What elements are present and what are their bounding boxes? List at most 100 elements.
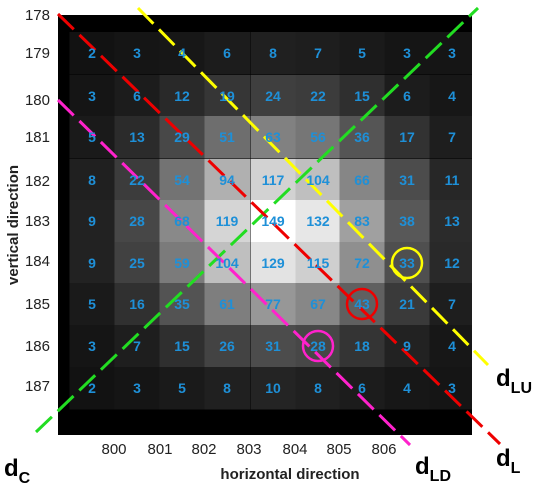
cell-value: 4: [178, 45, 186, 61]
cell-value: 54: [174, 172, 190, 188]
cell-value: 6: [403, 88, 411, 104]
y-tick-label: 182: [25, 173, 50, 190]
x-tick-label: 805: [326, 441, 351, 458]
heatmap-cell: [339, 116, 385, 159]
cell-value: 3: [403, 45, 411, 61]
x-tick-label: 803: [236, 441, 261, 458]
heatmap-cell: [69, 75, 115, 118]
cell-value: 3: [448, 45, 456, 61]
x-tick-label: 806: [371, 441, 396, 458]
heatmap-cell: [69, 283, 115, 326]
heatmap-cell: [295, 159, 341, 202]
cell-value: 129: [261, 255, 285, 271]
cell-value: 5: [178, 380, 186, 396]
x-tick-label: 804: [282, 441, 307, 458]
heatmap-cell: [384, 367, 430, 410]
heatmap-cell: [250, 116, 296, 159]
highlight-circle: [301, 329, 335, 363]
heatmap-cell: [384, 200, 430, 243]
heatmap-cell: [295, 367, 341, 410]
cell-value: 28: [310, 338, 326, 354]
cell-value: 28: [129, 213, 145, 229]
line-label-dLD: dLD: [415, 453, 451, 485]
heatmap-cell: [114, 75, 160, 118]
heatmap-cell: [429, 283, 472, 326]
heatmap-cell: [250, 367, 296, 410]
heatmap-cell: [204, 32, 250, 75]
cell-value: 25: [129, 255, 145, 271]
cell-value: 17: [399, 129, 415, 145]
heatmap-cell: [384, 32, 430, 75]
y-tick-label: 187: [25, 378, 50, 395]
cell-value: 22: [129, 172, 145, 188]
cell-value: 63: [265, 129, 281, 145]
heatmap-cell: [114, 116, 160, 159]
diagonal-line-dLU: [136, 6, 490, 367]
heatmap-cell: [384, 159, 430, 202]
cell-value: 7: [314, 45, 322, 61]
heatmap-cell: [384, 116, 430, 159]
cell-value: 33: [399, 255, 415, 271]
cell-value: 4: [448, 88, 456, 104]
cell-value: 2: [88, 45, 96, 61]
y-tick-label: 186: [25, 338, 50, 355]
diagonal-line-dLD: [56, 98, 412, 447]
cell-value: 13: [444, 213, 460, 229]
cell-value: 149: [261, 213, 285, 229]
y-tick-label: 184: [25, 253, 50, 270]
cell-value: 18: [354, 338, 370, 354]
heatmap-cell: [114, 325, 160, 368]
cell-value: 5: [88, 296, 96, 312]
cell-value: 8: [269, 45, 277, 61]
y-tick-label: 179: [25, 45, 50, 62]
heatmap-cell: [114, 242, 160, 285]
x-tick-label: 802: [191, 441, 216, 458]
line-label-dC: dC: [4, 455, 31, 487]
cell-value: 66: [354, 172, 370, 188]
heatmap-cell: [250, 159, 296, 202]
cell-value: 8: [223, 380, 231, 396]
svg-text:dLU: dLU: [496, 365, 532, 397]
diagonal-line-dC: [34, 6, 480, 434]
heatmap-cell: [69, 159, 115, 202]
heatmap-cell: [69, 200, 115, 243]
heatmap-cell: [295, 242, 341, 285]
cell-value: 77: [265, 296, 281, 312]
heatmap-cell: [429, 200, 472, 243]
heatmap-cell: [384, 75, 430, 118]
heatmap-cell: [429, 242, 472, 285]
x-tick-label: 800: [101, 441, 126, 458]
cell-value: 3: [88, 338, 96, 354]
cell-value: 16: [129, 296, 145, 312]
cell-value: 11: [445, 172, 460, 188]
cell-value: 6: [358, 380, 366, 396]
x-tick-label: 801: [147, 441, 172, 458]
heatmap-cell: [114, 200, 160, 243]
cell-value: 8: [314, 380, 322, 396]
cell-value: 4: [403, 380, 411, 396]
y-tick-label: 185: [25, 296, 50, 313]
cell-value: 6: [133, 88, 141, 104]
cell-value: 15: [174, 338, 190, 354]
heatmap-cell: [159, 325, 205, 368]
y-tick-label: 178: [25, 7, 50, 24]
y-axis-label: vertical direction: [5, 165, 22, 285]
cell-value: 3: [448, 380, 456, 396]
cell-value: 31: [399, 172, 415, 188]
heatmap-cell: [339, 242, 385, 285]
heatmap-cell: [69, 242, 115, 285]
cell-value: 2: [88, 380, 96, 396]
heatmap-cell: [204, 283, 250, 326]
cell-value: 61: [219, 296, 235, 312]
x-axis-label: horizontal direction: [220, 466, 359, 483]
line-label-dLU: dLU: [496, 365, 532, 397]
cell-value: 5: [358, 45, 366, 61]
cell-value: 104: [215, 255, 239, 271]
cell-value: 9: [88, 255, 96, 271]
cell-value: 83: [354, 213, 370, 229]
heatmap-cell: [250, 32, 296, 75]
cell-value: 7: [448, 129, 456, 145]
cell-value: 38: [399, 213, 415, 229]
cell-value: 6: [223, 45, 231, 61]
heatmap-cell: [250, 75, 296, 118]
